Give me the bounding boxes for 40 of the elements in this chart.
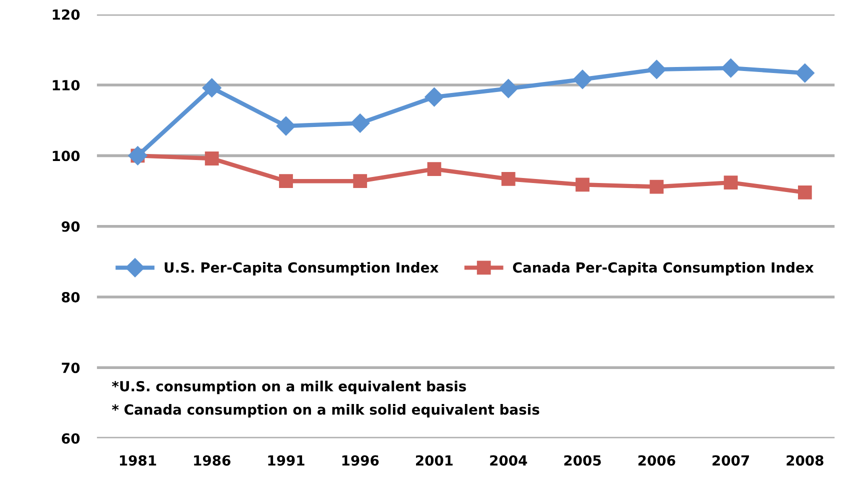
y-tick-label: 80 [62,292,80,302]
x-tick-label: 2006 [638,455,676,466]
point [353,174,368,188]
point [128,146,148,166]
x-tick-label: 1981 [120,455,156,466]
point [501,172,516,186]
point [276,116,296,136]
annotation: *U.S. consumption on a milk equivalent basis [112,380,466,394]
y-tick-label: 70 [62,362,80,374]
point [647,60,666,80]
x-tick-label: 2005 [564,455,601,466]
y-tick-label: 90 [62,221,80,232]
point [498,79,518,98]
point [202,78,222,98]
x-tick-label: 2007 [712,455,750,466]
point [576,178,590,192]
point [724,176,738,190]
x-tick-label: 1996 [342,455,379,466]
annotation: * Canada consumption on a milk solid equivalent basis [112,404,540,418]
x-tick-label: 1986 [194,455,230,466]
point [350,114,370,133]
y-tick-label: 110 [52,80,80,90]
point [721,58,740,78]
x-tick-label: 2008 [786,455,824,466]
point [795,63,814,83]
legend-label: U.S. Per-Capita Consumption Index [164,262,439,276]
y-tick-label: 120 [52,9,80,20]
point [279,174,293,188]
x-tick-label: 2001 [416,455,453,466]
point [650,180,664,194]
legend-label: Canada Per-Capita Consumption Index [513,262,814,276]
point [204,152,219,166]
point [798,185,812,200]
y-tick-label: 100 [52,150,80,162]
x-tick-label: 2004 [490,455,528,466]
x-tick-label: 1991 [268,455,304,466]
y-tick-label: 60 [62,433,80,444]
point [427,162,442,176]
point [424,88,444,107]
point [572,70,592,89]
